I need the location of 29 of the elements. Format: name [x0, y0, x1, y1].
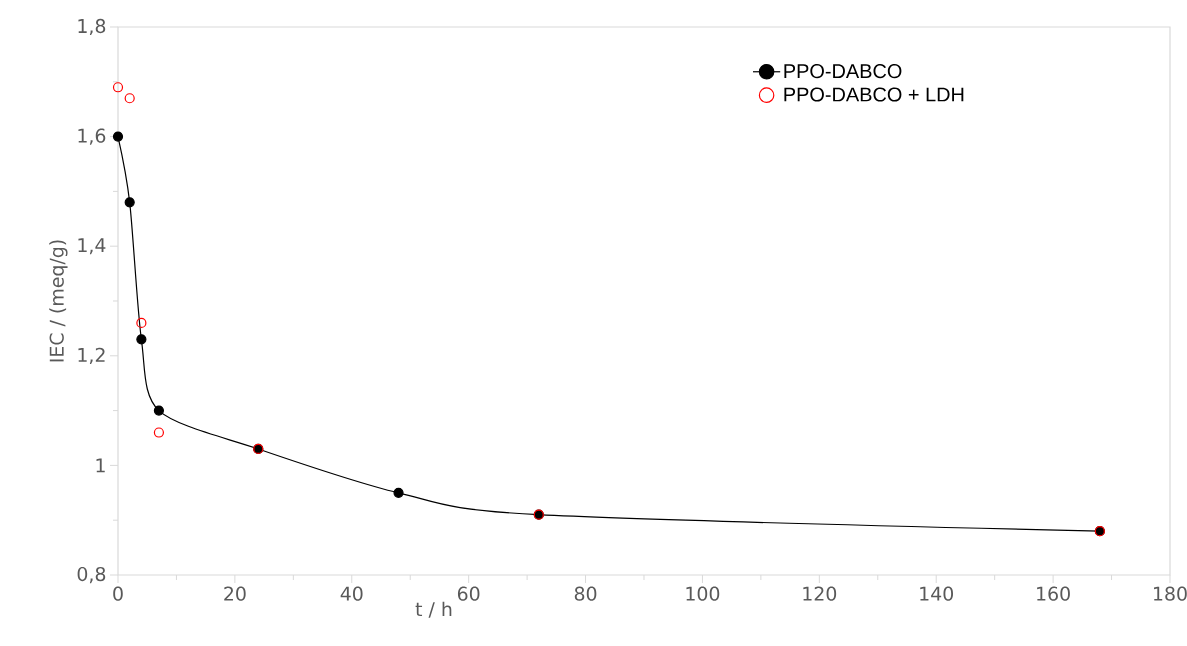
point	[393, 487, 404, 498]
point	[124, 93, 135, 104]
point	[136, 317, 147, 329]
y-tick-label: 1	[96, 458, 105, 473]
x-tick-label: 40	[340, 586, 363, 601]
point	[112, 131, 124, 142]
point	[136, 334, 147, 345]
x-tick-label: 60	[457, 586, 480, 601]
point	[124, 197, 135, 208]
x-tick-label: 140	[920, 586, 954, 601]
legend-label: PPO-DABCO	[784, 64, 902, 79]
x-tick-label: 160	[1037, 586, 1070, 601]
point	[112, 82, 124, 93]
x-tick-label: 180	[1154, 586, 1187, 601]
y-tick-label: 1,4	[78, 238, 106, 255]
y-tick-label: 1,6	[78, 128, 106, 145]
x-axis-title: t / h	[415, 601, 452, 618]
x-tick-label: 120	[803, 586, 837, 601]
y-axis-title: IEC / (meq/g)	[49, 240, 68, 362]
y-tick-label: 1,2	[78, 347, 105, 364]
x-tick-label: 0	[113, 586, 123, 601]
x-tick-label: 20	[224, 586, 246, 601]
point	[153, 405, 165, 416]
y-tick-label: 0,8	[77, 566, 106, 584]
y-tick-label: 1,8	[78, 18, 106, 36]
point	[153, 427, 165, 438]
x-tick-label: 80	[574, 586, 597, 601]
x-tick-label: 100	[686, 586, 720, 601]
legend-label: PPO-DABCO + LDH	[784, 87, 964, 102]
